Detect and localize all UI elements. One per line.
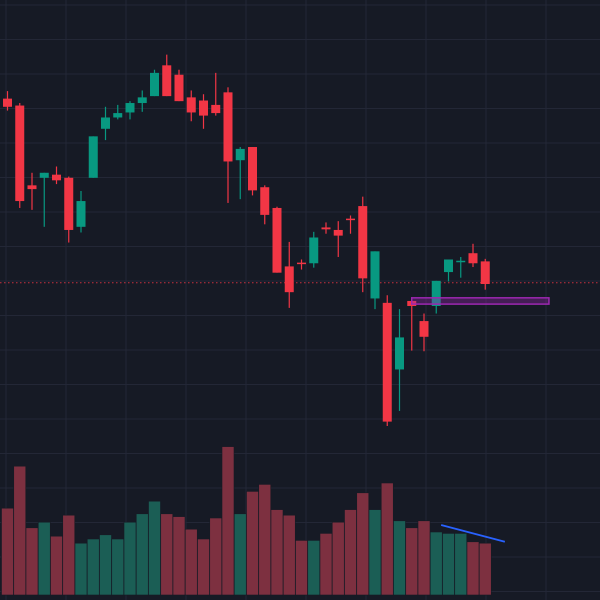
volume-bar bbox=[270, 509, 284, 596]
candle-body bbox=[272, 207, 282, 273]
candle-body bbox=[248, 147, 257, 191]
candle-body bbox=[260, 187, 270, 215]
candle-body bbox=[444, 259, 453, 273]
volume-bar bbox=[307, 540, 321, 596]
volume-bar bbox=[442, 533, 455, 596]
volume-bar bbox=[221, 446, 235, 596]
candle-body bbox=[346, 218, 355, 221]
volume-bar bbox=[258, 484, 272, 596]
candle-body bbox=[284, 266, 294, 293]
volume-bar bbox=[197, 538, 210, 596]
candle-body bbox=[88, 136, 98, 178]
candle-body bbox=[101, 117, 110, 129]
candle-body bbox=[456, 260, 466, 263]
volume-bar bbox=[233, 513, 247, 596]
volume-bar bbox=[478, 542, 492, 596]
candle-body bbox=[76, 201, 86, 227]
volume-bar bbox=[344, 509, 357, 596]
candle-body bbox=[395, 337, 404, 370]
volume-bar bbox=[282, 514, 296, 596]
volume-bars bbox=[1, 446, 492, 596]
volume-bar bbox=[135, 513, 149, 596]
candle-body bbox=[297, 262, 306, 265]
volume-bar bbox=[380, 482, 394, 596]
volume-bar bbox=[331, 521, 345, 596]
candle-body bbox=[113, 113, 123, 118]
volume-bar bbox=[62, 514, 76, 596]
volume-bar bbox=[160, 513, 174, 596]
volume-bar bbox=[148, 500, 161, 596]
volume-bar bbox=[111, 538, 125, 596]
drawings[interactable] bbox=[411, 297, 550, 543]
candle-body bbox=[3, 98, 12, 107]
candle-body bbox=[382, 302, 392, 422]
volume-bar bbox=[74, 542, 88, 596]
candle-body bbox=[211, 104, 221, 114]
volume-bar bbox=[466, 541, 480, 596]
volume-bar bbox=[1, 507, 14, 596]
volume-bar bbox=[13, 465, 27, 596]
rectangle-zone[interactable] bbox=[411, 297, 550, 305]
candle-body bbox=[480, 261, 490, 284]
candle-body bbox=[162, 65, 172, 97]
candle-body bbox=[431, 280, 441, 306]
volume-bar bbox=[209, 517, 223, 596]
volume-bar bbox=[368, 509, 382, 596]
volume-bar bbox=[295, 540, 308, 596]
candle-body bbox=[370, 251, 380, 299]
candle-body bbox=[137, 97, 147, 104]
candle-body bbox=[468, 253, 478, 264]
volume-bar bbox=[417, 520, 431, 596]
volume-bar bbox=[172, 516, 186, 596]
candle-body bbox=[333, 229, 343, 236]
candle-body bbox=[52, 174, 61, 181]
volume-bar bbox=[50, 535, 63, 596]
candle-body bbox=[39, 172, 49, 178]
candle-body bbox=[419, 321, 429, 337]
volume-bar bbox=[37, 521, 51, 596]
candles bbox=[3, 54, 490, 427]
volume-bar bbox=[319, 533, 333, 596]
candle-body bbox=[64, 177, 74, 230]
volume-trendline[interactable] bbox=[440, 524, 506, 543]
volume-bar bbox=[405, 527, 419, 596]
volume-bar bbox=[25, 527, 39, 596]
candle-body bbox=[235, 148, 245, 161]
candle-body bbox=[358, 206, 368, 279]
candle-body bbox=[321, 227, 331, 230]
volume-bar bbox=[356, 492, 370, 596]
volume-bar bbox=[246, 491, 259, 596]
volume-bar bbox=[184, 528, 198, 596]
candle-body bbox=[125, 103, 135, 113]
candle-body bbox=[309, 237, 319, 264]
candle-body bbox=[15, 105, 25, 202]
candle-body bbox=[150, 72, 159, 97]
candle-body bbox=[199, 100, 208, 116]
candle-body bbox=[27, 185, 37, 190]
volume-bar bbox=[86, 538, 100, 596]
volume-bar bbox=[429, 531, 443, 596]
volume-bar bbox=[99, 534, 112, 596]
candle-body bbox=[186, 97, 196, 113]
volume-bar bbox=[123, 521, 137, 596]
volume-bar bbox=[454, 533, 468, 596]
candle-body bbox=[174, 74, 184, 102]
volume-bar bbox=[393, 520, 406, 596]
candle-body bbox=[223, 92, 233, 162]
